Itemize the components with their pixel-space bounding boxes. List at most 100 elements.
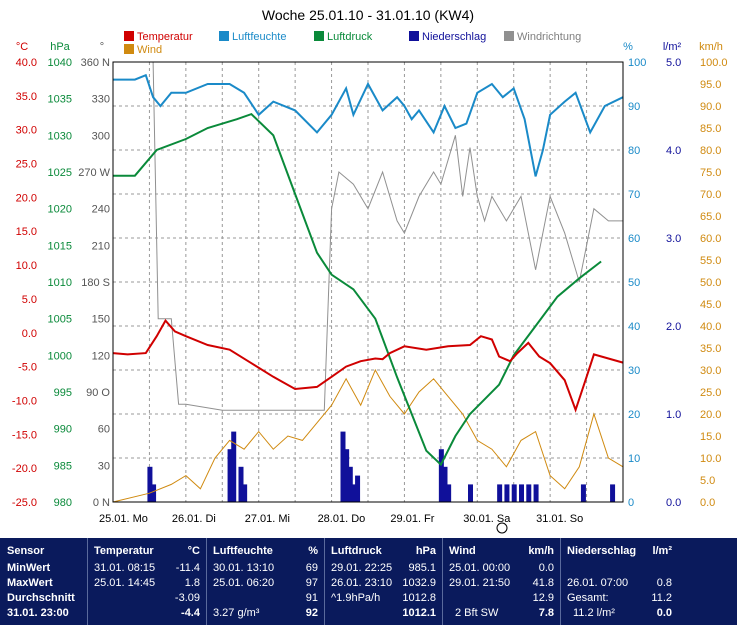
temp-tick: 35.0 xyxy=(16,91,37,103)
wind-tick: 10.0 xyxy=(700,453,721,465)
x-tick-label: 29.01. Fr xyxy=(390,513,434,525)
winddir-tick: 30 xyxy=(98,460,110,472)
axis-labels: 40.0 35.0 30.0 25.0 20.0 15.0 10.0 5.0 0.0 -5.0 -1… xyxy=(12,41,728,525)
x-tick-label: 27.01. Mi xyxy=(245,513,290,525)
header-label: Luftfeuchte xyxy=(213,545,273,557)
winddir-tick: 240 xyxy=(92,204,110,216)
rain-tick: 3.0 xyxy=(666,233,681,245)
stats-col-rain: Niederschlag l/m² 26.01. 07:00 0.8 Gesamt:… xyxy=(560,538,678,625)
wind-tick: 35.0 xyxy=(700,343,721,355)
rain-bar xyxy=(231,431,237,502)
current-label: 11.2 l/m² xyxy=(573,607,615,619)
min-value: 985.1 xyxy=(408,562,436,574)
rain-bar xyxy=(238,466,244,502)
stats-col-pressure: Luftdruck hPa 29.01. 22:25 985.1 26.01. 23… xyxy=(324,538,442,625)
stats-col-humidity: Luftfeuchte% 30.01. 13:10 69 25.01. 06:20… xyxy=(206,538,324,625)
rain-bar xyxy=(227,449,233,502)
hum-tick: 10 xyxy=(628,453,640,465)
plot-frame xyxy=(112,61,624,503)
current-value: -4.4 xyxy=(181,607,200,619)
wind-tick: 100.0 xyxy=(700,57,728,69)
rain-bar xyxy=(355,475,361,502)
legend-swatch xyxy=(219,31,229,41)
stats-header: Niederschlag l/m² xyxy=(561,545,678,559)
rain-bar xyxy=(580,484,586,502)
rain-tick: 2.0 xyxy=(666,321,681,333)
stats-header: Luftfeuchte% xyxy=(207,545,324,559)
press-tick: 1010 xyxy=(48,277,72,289)
wind-tick: 65.0 xyxy=(700,211,721,223)
winddir-tick: 330 xyxy=(92,94,110,106)
max-value: 1.8 xyxy=(184,577,200,589)
wind-tick: 50.0 xyxy=(700,277,721,289)
time-marker xyxy=(496,522,508,534)
legend-windrichtung: Windrichtung xyxy=(504,31,581,43)
legend-label: Luftdruck xyxy=(327,31,373,43)
legend-swatch xyxy=(409,31,419,41)
hum-tick: 20 xyxy=(628,409,640,421)
min-date: 31.01. 08:15 xyxy=(94,562,156,574)
hum-tick: 0 xyxy=(628,497,634,509)
rain-bar xyxy=(526,484,532,502)
temp-tick: 40.0 xyxy=(16,57,37,69)
wind-tick: 5.0 xyxy=(700,475,715,487)
current-value: 7.8 xyxy=(538,607,554,619)
stats-header: Wind km/h xyxy=(443,545,560,559)
stats-row: 26.01. 23:10 1032.9 xyxy=(325,577,442,591)
stats-row: 11.2 l/m² 0.0 xyxy=(561,607,678,621)
avg-value: 12.9 xyxy=(532,592,554,604)
hum-tick: 40 xyxy=(628,321,640,333)
press-tick: 1020 xyxy=(48,204,72,216)
stats-panel: Sensor MinWert MaxWert Durchschnitt 31.0… xyxy=(0,538,737,625)
stats-row: 12.9 xyxy=(443,592,560,606)
rain-bar xyxy=(446,484,452,502)
legend-swatch xyxy=(124,31,134,41)
press-tick: 1005 xyxy=(48,314,72,326)
stats-row: -4.4 xyxy=(88,607,206,621)
rain-bar xyxy=(610,484,616,502)
stats-row: 25.01. 00:00 0.0 xyxy=(443,562,560,576)
rain-bar xyxy=(347,466,353,502)
stats-row: 25.01. 14:45 1.8 xyxy=(88,577,206,591)
rain-bar xyxy=(147,466,153,502)
temp-tick: -10.0 xyxy=(12,395,37,407)
series-wind xyxy=(112,368,624,503)
wind-tick: 60.0 xyxy=(700,233,721,245)
wind-tick: 45.0 xyxy=(700,299,721,311)
x-tick-label: 25.01. Mo xyxy=(99,513,148,525)
min-value: 0.0 xyxy=(538,562,554,574)
winddir-tick: 300 xyxy=(92,130,110,142)
rain-bar xyxy=(351,484,357,502)
stats-row: 91 xyxy=(207,592,324,606)
rain-bar xyxy=(511,484,517,502)
stats-header: Sensor xyxy=(0,545,86,559)
row-label: Durchschnitt xyxy=(0,592,86,606)
hum-unit: % xyxy=(623,41,633,53)
rain-bar xyxy=(533,484,539,502)
rain-tick: 1.0 xyxy=(666,409,681,421)
rain-bar xyxy=(442,466,448,502)
weather-chart: Woche 25.01.10 - 31.01.10 (KW4) 40.0 35.0… xyxy=(12,7,728,534)
press-tick: 1000 xyxy=(48,350,72,362)
legend-label: Wind xyxy=(137,44,163,56)
rain-unit: l/m² xyxy=(663,41,682,53)
hum-tick: 90 xyxy=(628,101,640,113)
x-tick-label: 30.01. Sa xyxy=(463,513,511,525)
rain-bar xyxy=(497,484,503,502)
header-label: Sensor xyxy=(7,545,45,557)
series-layer xyxy=(112,61,624,534)
stats-row: 2 Bft SW 7.8 xyxy=(443,607,560,621)
stats-header: Temperatur °C xyxy=(88,545,206,559)
legend-label: Niederschlag xyxy=(422,31,487,43)
temp-tick: 20.0 xyxy=(16,192,37,204)
min-date: 30.01. 13:10 xyxy=(213,562,275,574)
rain-tick: 4.0 xyxy=(666,145,681,157)
rain-bar xyxy=(151,484,157,502)
max-date: 26.01. 07:00 xyxy=(567,577,629,589)
temp-tick: 30.0 xyxy=(16,125,37,137)
current-value: 1012.1 xyxy=(402,607,436,619)
rain-bar xyxy=(242,484,248,502)
legend-wind: Wind xyxy=(124,44,162,56)
label-current: 31.01. 23:00 xyxy=(7,607,69,619)
stats-row: 30.01. 13:10 69 xyxy=(207,562,324,576)
